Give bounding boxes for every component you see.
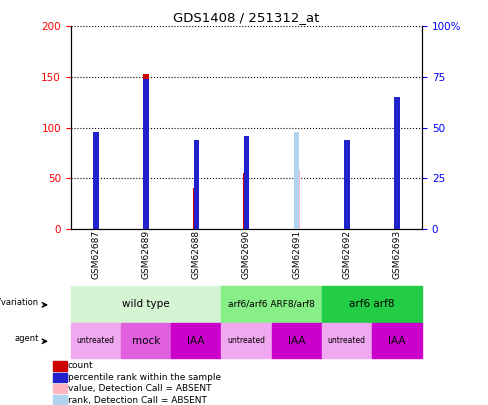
Bar	[194, 140, 199, 229]
Bar	[143, 74, 149, 229]
Bar	[244, 136, 249, 229]
Text: IAA: IAA	[288, 336, 305, 345]
Bar	[53, 373, 67, 382]
Bar	[71, 323, 121, 358]
Text: untreated: untreated	[328, 336, 366, 345]
Bar	[294, 170, 300, 229]
Bar	[53, 384, 67, 393]
Bar	[372, 323, 422, 358]
Bar	[271, 323, 322, 358]
Text: count: count	[68, 362, 94, 371]
Text: untreated: untreated	[77, 336, 115, 345]
Bar	[143, 79, 149, 229]
Text: rank, Detection Call = ABSENT: rank, Detection Call = ABSENT	[68, 396, 207, 405]
Text: agent: agent	[15, 334, 39, 343]
Bar	[344, 186, 350, 229]
Bar	[344, 140, 349, 229]
Text: untreated: untreated	[227, 336, 265, 345]
Bar	[222, 286, 322, 322]
Text: genotype/variation: genotype/variation	[0, 298, 39, 307]
Text: wild type: wild type	[122, 299, 170, 309]
Text: arf6 arf8: arf6 arf8	[349, 299, 395, 309]
Text: mock: mock	[132, 336, 160, 345]
Bar	[93, 186, 99, 229]
Text: value, Detection Call = ABSENT: value, Detection Call = ABSENT	[68, 384, 211, 393]
Bar	[222, 323, 271, 358]
Bar	[53, 395, 67, 405]
Bar	[394, 117, 400, 229]
Title: GDS1408 / 251312_at: GDS1408 / 251312_at	[173, 11, 320, 24]
Bar	[121, 323, 171, 358]
Bar	[53, 361, 67, 371]
Bar	[171, 323, 222, 358]
Text: arf6/arf6 ARF8/arf8: arf6/arf6 ARF8/arf8	[228, 300, 315, 309]
Bar	[394, 97, 400, 229]
Bar	[322, 323, 372, 358]
Text: percentile rank within the sample: percentile rank within the sample	[68, 373, 221, 382]
Bar	[93, 132, 99, 229]
Bar	[193, 188, 199, 229]
Text: IAA: IAA	[187, 336, 205, 345]
Bar	[71, 286, 222, 322]
Text: IAA: IAA	[388, 336, 406, 345]
Bar	[294, 132, 299, 229]
Bar	[322, 286, 422, 322]
Bar	[244, 173, 249, 229]
